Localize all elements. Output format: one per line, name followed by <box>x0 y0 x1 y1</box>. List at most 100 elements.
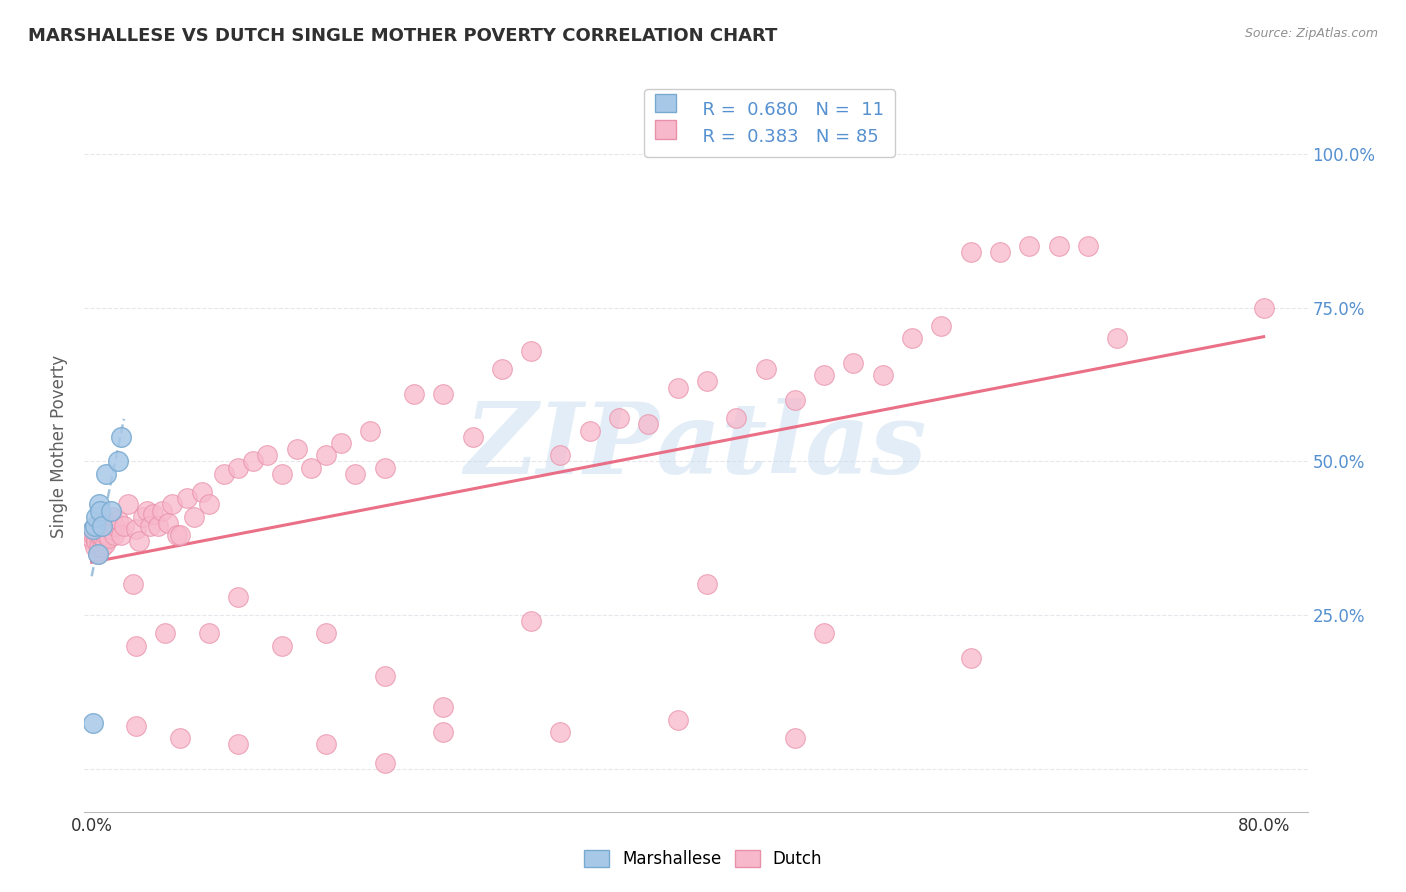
Point <box>96 516 118 530</box>
Point <box>169 731 191 745</box>
Point <box>84 522 107 536</box>
Point <box>783 392 806 407</box>
Point <box>491 362 513 376</box>
Legend: Marshallese, Dutch: Marshallese, Dutch <box>576 843 830 875</box>
Point <box>226 590 249 604</box>
Point <box>112 519 135 533</box>
Point <box>96 528 118 542</box>
Point <box>146 519 169 533</box>
Point <box>93 519 115 533</box>
Point <box>87 522 110 536</box>
Point <box>226 737 249 751</box>
Point <box>226 460 249 475</box>
Point <box>550 724 572 739</box>
Point <box>1253 301 1275 315</box>
Point <box>84 534 107 549</box>
Point <box>988 245 1011 260</box>
Point <box>329 436 352 450</box>
Point <box>91 519 114 533</box>
Point <box>83 528 105 542</box>
Point <box>153 626 176 640</box>
Point <box>271 639 294 653</box>
Point <box>754 362 776 376</box>
Point <box>117 497 139 511</box>
Point <box>374 460 396 475</box>
Point <box>86 547 108 561</box>
Point <box>97 519 120 533</box>
Point <box>1047 239 1070 253</box>
Point <box>83 519 105 533</box>
Text: ZIPatlas: ZIPatlas <box>465 398 927 494</box>
Point <box>242 454 264 468</box>
Point <box>666 381 689 395</box>
Point <box>344 467 367 481</box>
Point <box>666 713 689 727</box>
Point <box>89 528 111 542</box>
Point <box>86 547 108 561</box>
Point <box>104 519 127 533</box>
Point <box>872 368 894 383</box>
Point <box>212 467 235 481</box>
Point <box>1077 239 1099 253</box>
Point <box>461 430 484 444</box>
Point <box>190 485 212 500</box>
Point <box>432 386 454 401</box>
Point <box>183 509 205 524</box>
Point <box>169 528 191 542</box>
Point <box>132 509 155 524</box>
Point <box>110 528 132 542</box>
Point <box>107 513 129 527</box>
Point <box>101 509 124 524</box>
Point <box>315 626 337 640</box>
Point <box>550 448 572 462</box>
Point <box>813 626 835 640</box>
Point <box>176 491 198 506</box>
Point <box>402 386 425 401</box>
Point <box>93 531 115 545</box>
Point <box>520 343 543 358</box>
Point <box>124 522 146 536</box>
Point <box>142 507 165 521</box>
Point <box>959 245 981 260</box>
Point <box>87 497 110 511</box>
Point <box>256 448 278 462</box>
Point <box>124 639 146 653</box>
Point <box>520 614 543 628</box>
Point <box>432 700 454 714</box>
Point <box>82 534 104 549</box>
Point <box>139 519 162 533</box>
Point <box>931 319 953 334</box>
Point <box>86 528 108 542</box>
Point <box>103 528 125 542</box>
Point <box>1018 239 1040 253</box>
Point <box>299 460 322 475</box>
Point <box>432 724 454 739</box>
Point <box>315 448 337 462</box>
Point <box>374 669 396 683</box>
Point <box>166 528 188 542</box>
Point <box>100 522 122 536</box>
Point <box>128 534 150 549</box>
Point <box>156 516 179 530</box>
Point <box>89 503 111 517</box>
Point <box>150 503 173 517</box>
Point <box>783 731 806 745</box>
Y-axis label: Single Mother Poverty: Single Mother Poverty <box>51 354 69 538</box>
Point <box>271 467 294 481</box>
Point <box>82 522 104 536</box>
Point <box>84 509 107 524</box>
Point <box>315 737 337 751</box>
Point <box>725 411 748 425</box>
Point <box>100 503 122 517</box>
Point <box>82 715 104 730</box>
Point <box>637 417 659 432</box>
Point <box>959 651 981 665</box>
Point <box>91 524 114 539</box>
Point <box>696 577 718 591</box>
Point <box>578 424 600 438</box>
Point <box>162 497 184 511</box>
Point <box>813 368 835 383</box>
Point <box>107 454 129 468</box>
Point <box>607 411 630 425</box>
Point <box>89 516 111 530</box>
